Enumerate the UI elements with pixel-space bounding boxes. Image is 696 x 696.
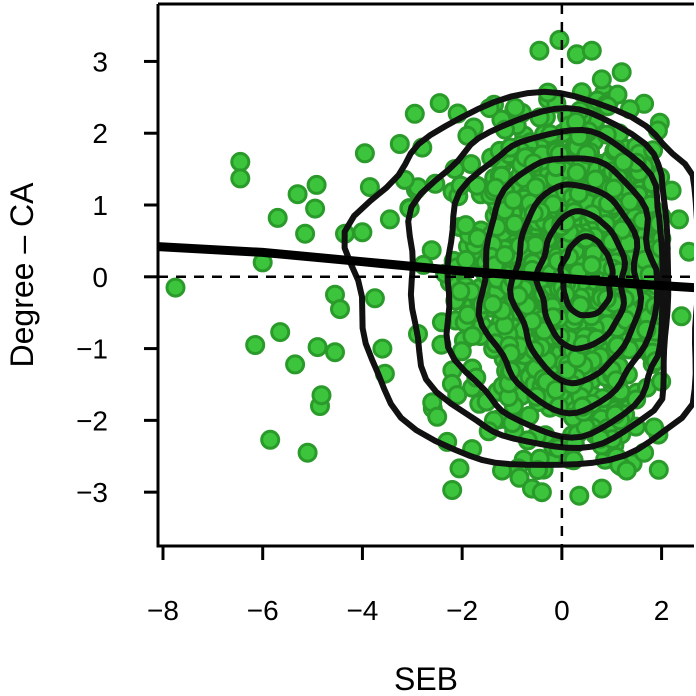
data-point	[591, 69, 612, 90]
data-point	[569, 485, 590, 506]
data-point	[307, 337, 328, 358]
data-point	[531, 482, 552, 503]
data-point	[509, 467, 530, 488]
density-contour	[507, 181, 645, 387]
x-axis: −8 −6 −4 −2 0 2	[147, 546, 669, 626]
data-point	[591, 478, 612, 499]
data-point	[330, 299, 350, 320]
data-point	[495, 245, 515, 266]
plot-frame	[156, 4, 694, 548]
data-point	[429, 93, 450, 114]
data-point	[447, 385, 468, 406]
data-point	[295, 223, 316, 244]
y-tick-label: −3	[76, 477, 108, 508]
data-point	[260, 429, 281, 450]
plot-area	[158, 4, 694, 546]
data-point	[449, 458, 470, 479]
y-tick-label: −2	[76, 405, 108, 436]
data-point	[616, 460, 637, 481]
data-point	[566, 162, 587, 183]
data-point	[230, 151, 251, 172]
data-point	[287, 184, 308, 205]
data-point	[325, 342, 345, 363]
data-point	[505, 97, 526, 118]
data-point	[482, 294, 503, 315]
data-point	[352, 222, 373, 243]
data-point	[421, 240, 442, 261]
data-point	[165, 277, 186, 298]
data-point	[245, 335, 266, 355]
y-tick-label: 3	[92, 46, 108, 77]
data-point	[503, 190, 524, 211]
data-point	[270, 322, 291, 343]
data-point	[267, 207, 288, 228]
x-axis-label: SEB	[394, 661, 458, 696]
data-point	[669, 209, 689, 230]
data-point	[305, 198, 326, 219]
data-point	[671, 306, 692, 327]
density-contour	[405, 105, 672, 451]
x-tick-label: −6	[247, 595, 279, 626]
data-point	[611, 62, 632, 83]
x-tick-label: −2	[446, 595, 478, 626]
data-point	[427, 406, 448, 427]
data-point	[581, 255, 602, 276]
data-point	[285, 354, 306, 375]
data-point	[230, 168, 251, 189]
x-tick-label: 0	[554, 595, 570, 626]
data-point	[311, 385, 332, 406]
y-tick-label: 2	[92, 118, 108, 149]
y-tick-label: −1	[76, 334, 108, 365]
y-tick-label: 0	[92, 262, 108, 293]
data-point	[504, 213, 525, 234]
density-contour	[475, 155, 661, 417]
density-contour	[443, 127, 666, 441]
y-axis: −3 −2 −1 0 1 2 3	[76, 46, 158, 508]
data-point	[462, 326, 483, 346]
fit-line	[158, 242, 694, 293]
data-point	[379, 209, 400, 230]
data-point	[549, 29, 570, 50]
data-point	[529, 40, 550, 61]
data-point	[648, 459, 669, 480]
data-point	[389, 134, 410, 154]
x-tick-label: −4	[346, 595, 378, 626]
y-tick-label: 1	[92, 190, 108, 221]
data-point	[457, 304, 478, 325]
data-point	[456, 249, 476, 270]
data-point	[306, 174, 327, 195]
data-point	[581, 40, 602, 61]
data-point	[372, 338, 393, 359]
data-point	[359, 177, 380, 198]
data-point	[297, 442, 318, 463]
y-axis-label: Degree – CA	[4, 182, 40, 368]
density-contours	[341, 88, 694, 468]
data-point	[404, 103, 425, 124]
data-point	[364, 288, 385, 309]
data-point	[442, 480, 463, 500]
x-tick-label: −8	[147, 595, 179, 626]
data-point	[679, 241, 694, 262]
density-contour	[341, 88, 694, 468]
data-point	[604, 178, 624, 199]
x-tick-label: 2	[654, 595, 670, 626]
data-point	[354, 143, 375, 164]
data-point	[455, 215, 476, 236]
data-point	[450, 281, 471, 302]
